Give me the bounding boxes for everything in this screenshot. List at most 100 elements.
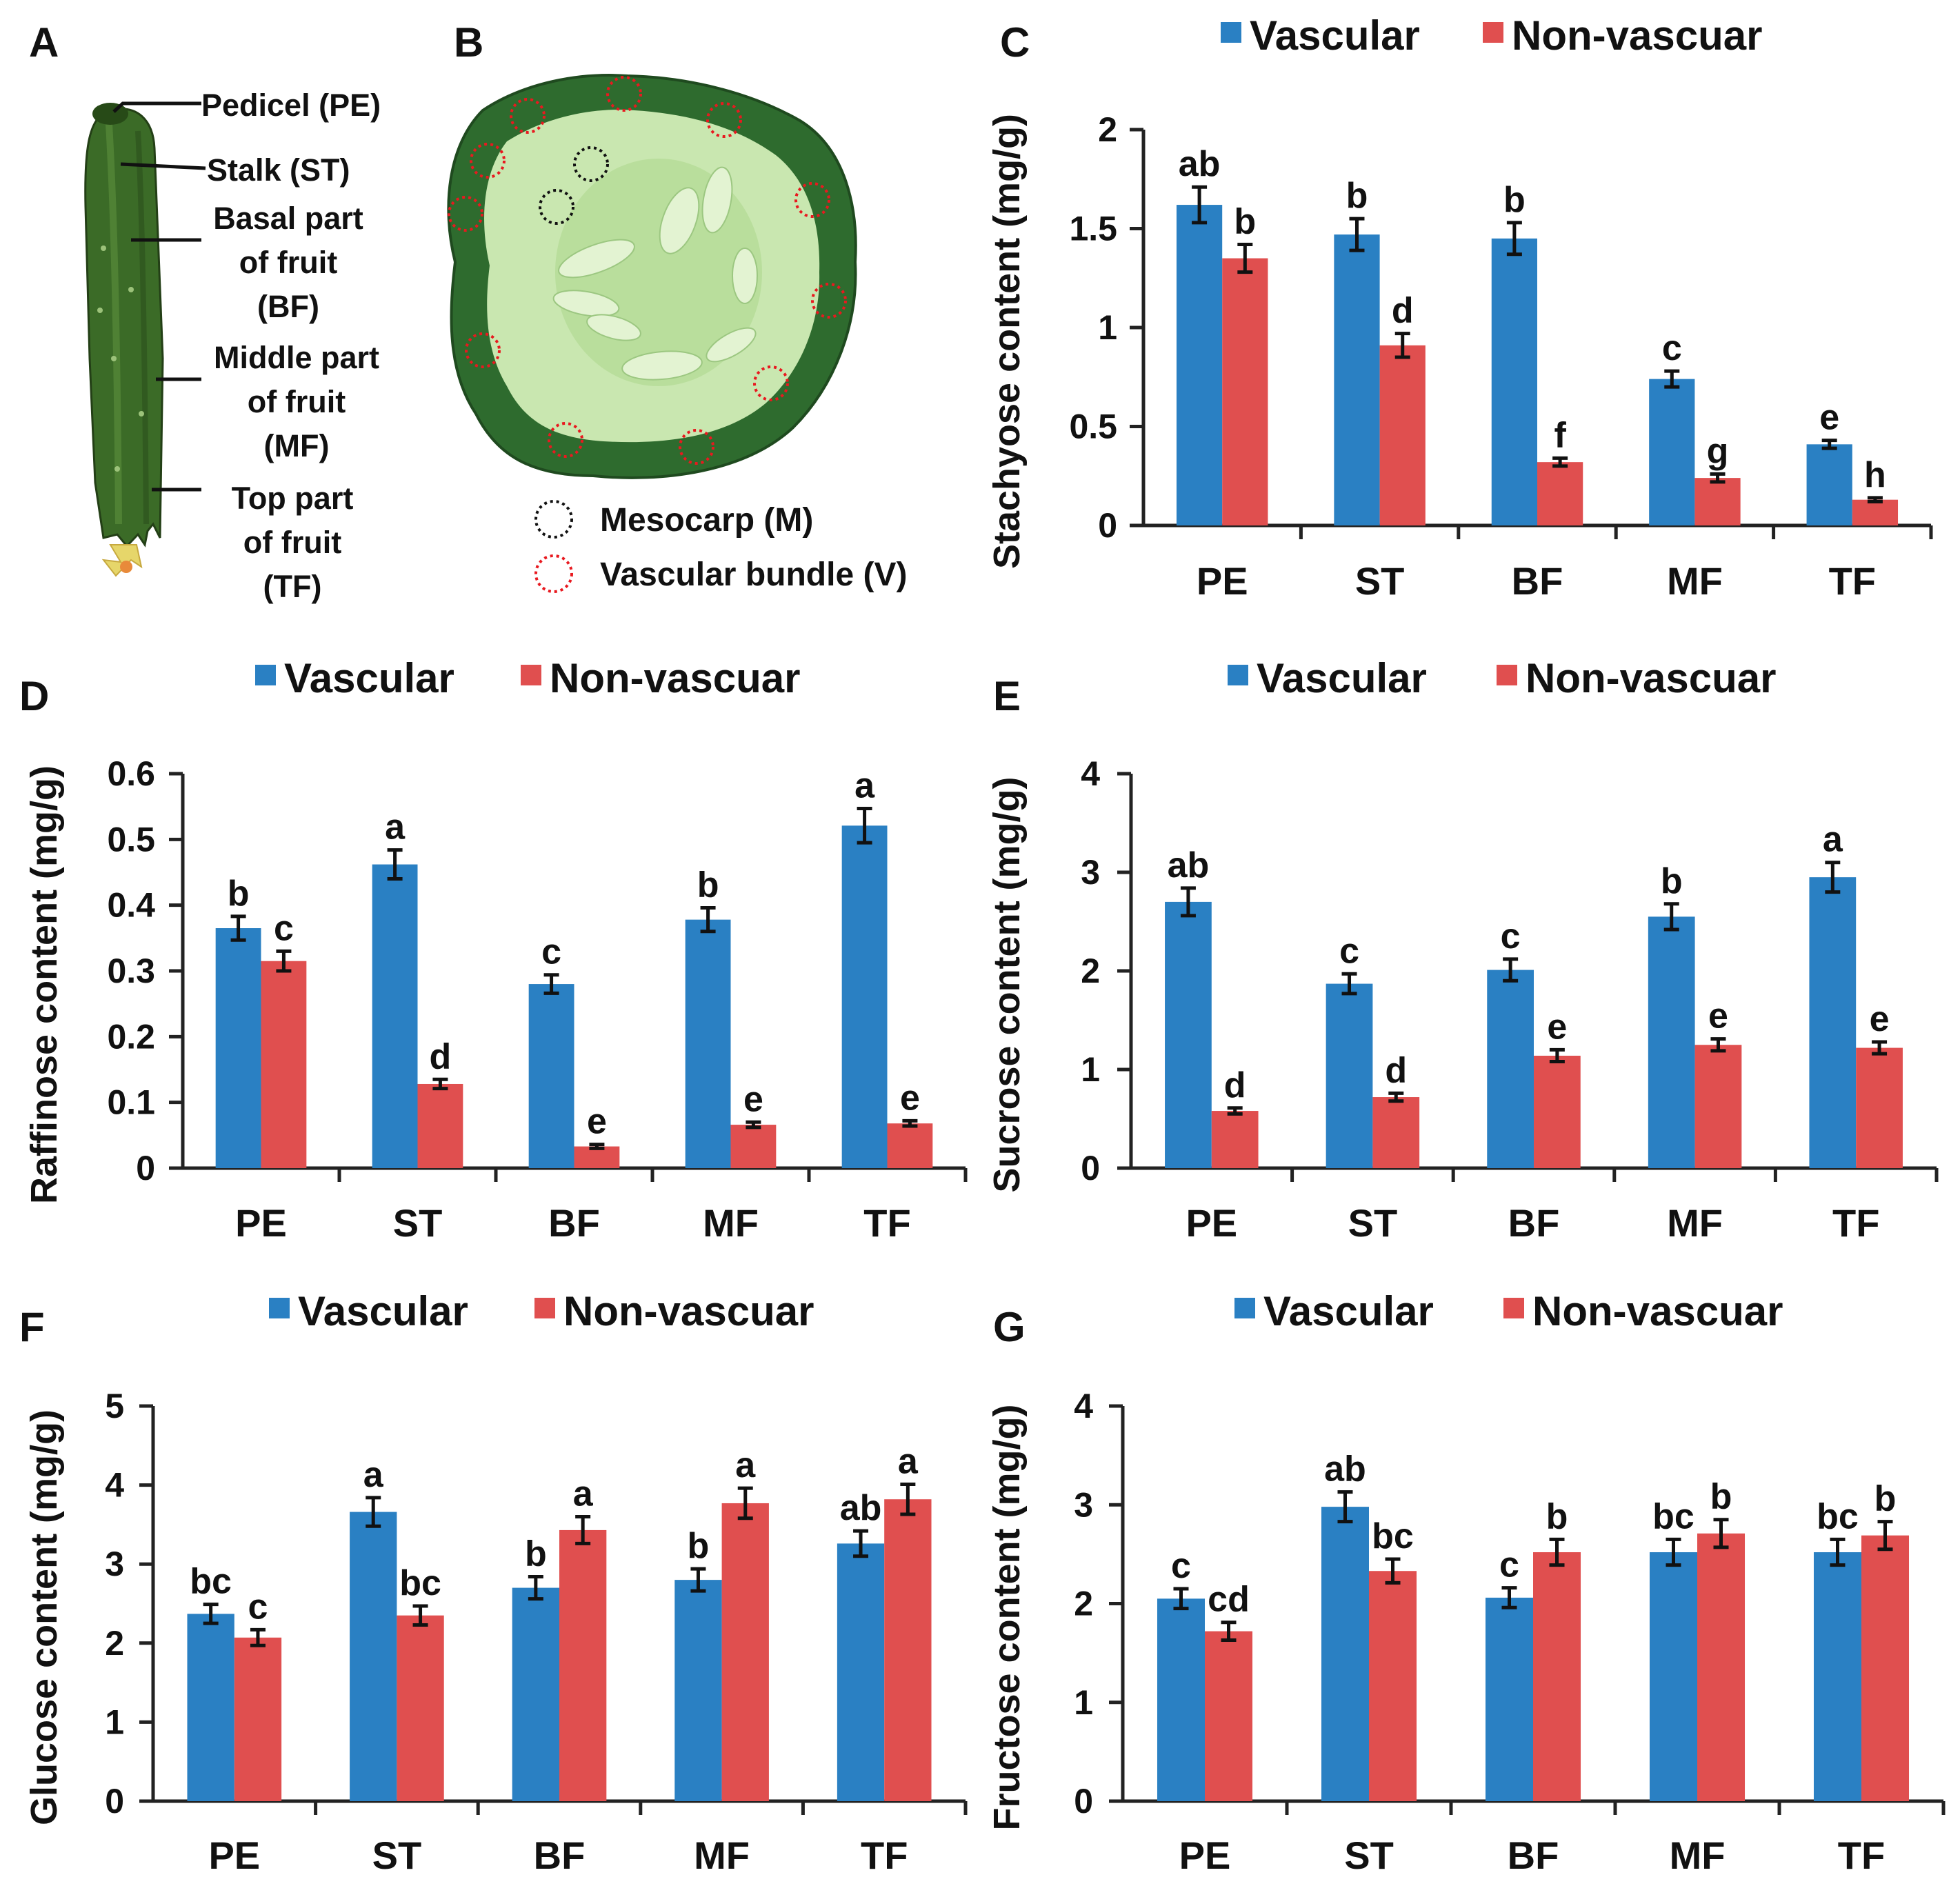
legend-swatch-vascular bbox=[1228, 665, 1248, 685]
bar-non-vascular-bf bbox=[1534, 1055, 1581, 1168]
significance-label-vascular-mf: b bbox=[1661, 861, 1683, 901]
label-middle-1: Middle part bbox=[214, 340, 379, 375]
bar-vascular-pe bbox=[1176, 205, 1223, 525]
significance-label-vascular-st: a bbox=[385, 807, 406, 847]
legend-swatch-vascular bbox=[1221, 22, 1241, 43]
significance-label-non-vascular-tf: e bbox=[1870, 999, 1890, 1039]
bar-non-vascular-pe bbox=[261, 961, 307, 1168]
cucumber-image bbox=[84, 103, 164, 577]
y-tick-label: 2 bbox=[1081, 952, 1100, 990]
legend-label-vascular: Vascular bbox=[1257, 655, 1427, 701]
y-tick-label: 0.6 bbox=[107, 754, 155, 793]
significance-label-vascular-pe: b bbox=[228, 874, 250, 914]
bar-vascular-mf bbox=[1649, 379, 1695, 525]
significance-label-vascular-tf: e bbox=[1819, 398, 1839, 438]
x-category-label: TF bbox=[1829, 559, 1876, 603]
bar-non-vascular-pe bbox=[234, 1637, 282, 1801]
bar-vascular-tf bbox=[841, 825, 888, 1168]
bar-non-vascular-st bbox=[1369, 1571, 1417, 1801]
y-axis-label: Raffinose content (mg/g) bbox=[23, 765, 65, 1204]
x-category-label: TF bbox=[863, 1201, 910, 1245]
bar-vascular-bf bbox=[1487, 970, 1534, 1168]
significance-label-vascular-mf: b bbox=[697, 865, 719, 905]
significance-label-vascular-bf: b bbox=[525, 1534, 547, 1574]
bar-non-vascular-tf bbox=[1856, 1047, 1903, 1168]
significance-label-vascular-tf: bc bbox=[1817, 1496, 1859, 1536]
y-tick-label: 2 bbox=[105, 1624, 124, 1663]
significance-label-vascular-bf: c bbox=[541, 932, 561, 972]
legend-label-vascular: Vascular bbox=[298, 1288, 468, 1334]
bar-non-vascular-pe bbox=[1222, 258, 1268, 525]
x-category-label: MF bbox=[1670, 1834, 1726, 1877]
panel-letter-e: E bbox=[993, 673, 1021, 719]
significance-label-non-vascular-pe: cd bbox=[1208, 1580, 1250, 1620]
bar-vascular-mf bbox=[685, 919, 731, 1168]
x-category-label: PE bbox=[1179, 1834, 1231, 1877]
significance-label-non-vascular-bf: f bbox=[1554, 415, 1566, 455]
significance-label-non-vascular-pe: c bbox=[248, 1587, 268, 1627]
x-category-label: MF bbox=[703, 1201, 759, 1245]
bar-vascular-st bbox=[372, 864, 418, 1168]
y-tick-label: 0.2 bbox=[107, 1017, 155, 1056]
significance-label-non-vascular-tf: b bbox=[1874, 1479, 1897, 1519]
bar-non-vascular-tf bbox=[1861, 1535, 1910, 1801]
x-category-label: BF bbox=[1508, 1834, 1559, 1877]
significance-label-non-vascular-st: d bbox=[430, 1036, 452, 1076]
bar-non-vascular-mf bbox=[1694, 1045, 1742, 1168]
panel-letter-a: A bbox=[29, 19, 59, 66]
x-category-label: TF bbox=[1832, 1201, 1879, 1245]
legend-label-vascular: Vascular bbox=[1263, 1288, 1434, 1334]
bar-vascular-pe bbox=[1165, 901, 1212, 1168]
panel-letter-g: G bbox=[993, 1304, 1026, 1350]
x-category-label: PE bbox=[208, 1834, 260, 1877]
bar-non-vascular-st bbox=[417, 1083, 463, 1168]
panel-letter-c: C bbox=[1000, 19, 1030, 66]
chart-g: G Vascular Non-vascuar 0 1 2 3 4 Fructose conten… bbox=[986, 1288, 1946, 1877]
legend-label-vascular: Vascular bbox=[1250, 12, 1420, 59]
y-axis-label: Stachyose content (mg/g) bbox=[986, 114, 1028, 569]
y-axis-label: Glucose content (mg/g) bbox=[23, 1409, 65, 1825]
legend-label-non-vascular: Non-vascuar bbox=[1532, 1288, 1783, 1334]
panel-b-legend: Mesocarp (M) Vascular bundle (V) bbox=[534, 500, 907, 593]
bar-non-vascular-mf bbox=[721, 1503, 769, 1801]
mesocarp-legend-symbol bbox=[534, 500, 573, 539]
chart-c: C Vascular Non-vascuar 0 0.5 1 1.5 2 Stachyose c… bbox=[986, 12, 1933, 603]
y-tick-label: 4 bbox=[1081, 754, 1100, 793]
x-category-label: ST bbox=[393, 1201, 443, 1245]
x-category-label: ST bbox=[1344, 1834, 1394, 1877]
x-category-label: TF bbox=[861, 1834, 908, 1877]
bar-vascular-bf bbox=[1491, 238, 1537, 525]
x-category-label: PE bbox=[235, 1201, 287, 1245]
y-tick-label: 0 bbox=[1074, 1782, 1093, 1820]
x-category-label: ST bbox=[1348, 1201, 1398, 1245]
y-tick-label: 5 bbox=[105, 1387, 124, 1425]
significance-label-non-vascular-mf: e bbox=[1708, 996, 1728, 1036]
significance-label-vascular-tf: ab bbox=[840, 1488, 882, 1528]
label-top-2: of fruit bbox=[243, 525, 341, 560]
significance-label-non-vascular-st: bc bbox=[1372, 1516, 1414, 1556]
y-tick-label: 4 bbox=[105, 1466, 124, 1505]
x-category-label: PE bbox=[1197, 559, 1248, 603]
significance-label-non-vascular-bf: b bbox=[1546, 1496, 1568, 1536]
bar-non-vascular-mf bbox=[1697, 1533, 1746, 1801]
y-axis-label: Fructose content (mg/g) bbox=[986, 1405, 1028, 1831]
bar-vascular-pe bbox=[1157, 1598, 1205, 1801]
y-tick-label: 2 bbox=[1098, 110, 1117, 149]
significance-label-non-vascular-mf: a bbox=[735, 1445, 756, 1485]
significance-label-vascular-bf: c bbox=[1501, 916, 1521, 956]
panel-letter-b: B bbox=[454, 19, 483, 66]
bar-vascular-tf bbox=[1809, 877, 1857, 1168]
significance-label-non-vascular-mf: b bbox=[1710, 1477, 1732, 1517]
bar-vascular-pe bbox=[215, 928, 261, 1168]
legend-swatch-non-vascular bbox=[1497, 665, 1517, 685]
y-tick-label: 3 bbox=[1074, 1485, 1093, 1524]
label-basal-3: (BF) bbox=[257, 289, 319, 324]
chart-e: E Vascular Non-vascuar 0 1 2 3 4 Sucrose content… bbox=[986, 655, 1939, 1245]
y-tick-label: 3 bbox=[1081, 853, 1100, 892]
legend-label-non-vascular: Non-vascuar bbox=[563, 1288, 814, 1334]
cucumber-cross-section-image bbox=[447, 74, 857, 479]
bar-non-vascular-mf bbox=[730, 1125, 777, 1168]
panel-a: A Pedicel (PE) Stalk (ST) Basal part bbox=[29, 19, 381, 604]
bar-non-vascular-pe bbox=[1211, 1111, 1259, 1168]
